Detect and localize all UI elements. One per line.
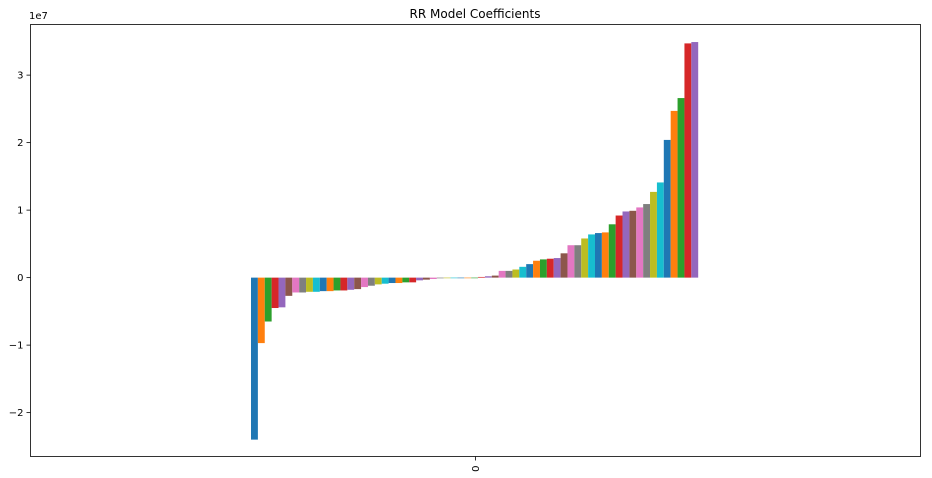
bar-series-53 [615,215,623,278]
bar-series-1 [257,277,265,344]
y-axis-ticks: −2 −1 0 1 2 3 [9,71,31,419]
bar-series-2 [264,277,272,322]
bar-series-37 [505,270,513,278]
bar-series-6 [292,277,300,293]
bar-series-8 [306,277,313,292]
bar-series-42 [539,259,547,278]
bar-series-16 [361,277,368,288]
bar-series-51 [601,232,609,278]
bar-series-5 [285,277,293,296]
bar-series-48 [581,238,589,278]
bar-series-21 [395,277,403,284]
y-scale-label: 1e7 [29,11,48,22]
x-tick-label: 0 [471,466,482,472]
bar-series-9 [312,277,320,292]
bar-series-19 [381,277,389,284]
bar-series-63 [684,43,692,278]
bar-series-46 [567,245,575,278]
bar-series-50 [595,233,602,278]
bar-series-18 [374,277,382,285]
x-axis-ticks: 0 [471,456,482,472]
bar-series-28 [443,277,451,279]
bar-series-45 [560,253,568,278]
bar-series-14 [347,277,355,290]
bar-series-41 [533,260,540,278]
bar-series-17 [367,277,375,286]
bar-series-33 [478,276,485,278]
bar-series-27 [436,277,444,279]
bar-series-34 [484,276,492,278]
bar-series-13 [340,277,348,291]
bar-series-57 [643,204,651,278]
bar-series-38 [512,269,520,278]
bar-series-15 [354,277,362,290]
bar-series-43 [546,258,554,278]
bar-series-44 [553,258,561,278]
bar-series-40 [526,264,534,278]
bar-series-7 [299,277,307,293]
bar-series-23 [409,277,417,283]
bar-series-4 [278,277,286,308]
bar-series-31 [464,277,472,279]
bar-series-60 [663,139,671,278]
bar-series-56 [636,207,644,278]
y-tick-label: 3 [17,71,23,82]
chart-title: RR Model Coefficients [410,7,541,21]
y-tick-label: 1 [17,206,23,217]
bar-series-47 [574,245,582,278]
bar-series-22 [402,277,410,283]
bar-series-0 [251,277,258,440]
bar-series-58 [650,191,657,278]
bar-series-61 [670,110,678,278]
bar-series-49 [588,234,595,278]
bar-series-12 [333,277,341,291]
bar-series-11 [326,277,334,292]
bar-series-39 [519,266,527,278]
bar-series-54 [622,211,630,278]
bar-series-25 [423,277,430,280]
bar-series-24 [416,277,423,281]
y-tick-label: 2 [17,138,23,149]
bar-series-26 [429,277,437,279]
bar-series-35 [491,275,499,278]
bar-series-20 [388,277,396,284]
bar-series-59 [656,182,664,278]
bar-series-29 [450,277,458,279]
bar-series-62 [677,98,685,278]
plot-frame [30,24,921,457]
bar-series-32 [471,277,479,279]
bar-series-30 [457,277,465,279]
bar-series-52 [608,224,616,278]
bar-series-36 [498,270,506,278]
bars-group [251,42,699,440]
y-tick-label: 0 [17,273,23,284]
bar-series-10 [319,277,327,292]
bar-series-55 [629,210,637,278]
bar-series-3 [271,277,279,309]
y-tick-label: −1 [9,341,24,352]
bar-series-64 [691,42,699,278]
y-tick-label: −2 [9,408,24,419]
